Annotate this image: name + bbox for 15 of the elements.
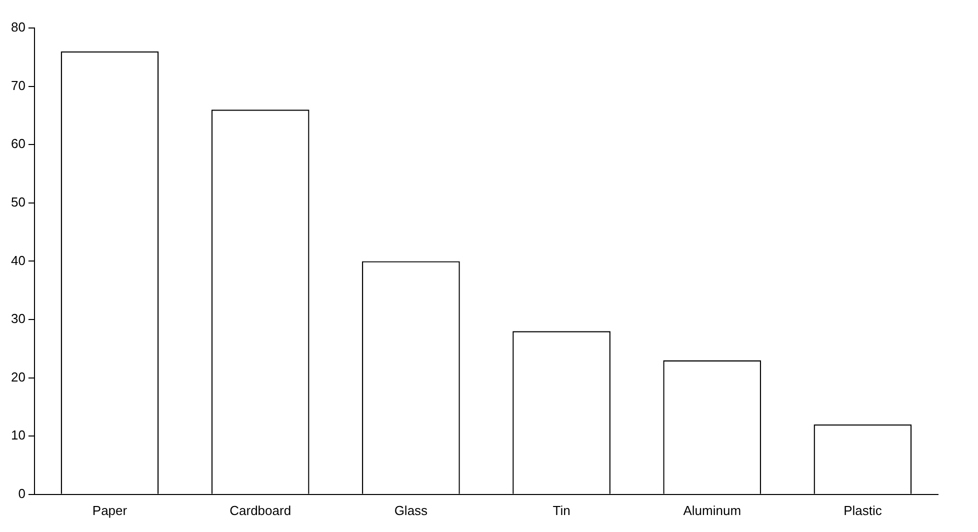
y-tick-label: 20 — [10, 369, 26, 384]
x-tick-label: Cardboard — [230, 502, 292, 518]
y-tick-label: 10 — [10, 428, 26, 443]
y-tick-label: 80 — [10, 20, 26, 35]
x-tick-label: Tin — [552, 502, 570, 518]
y-tick-label: 40 — [10, 252, 26, 268]
x-tick-label: Aluminum — [683, 502, 742, 518]
x-tick-label: Glass — [394, 502, 428, 518]
y-tick-label: 0 — [18, 486, 26, 501]
x-tick-label: Paper — [92, 502, 128, 518]
y-tick-label: 30 — [10, 311, 26, 326]
y-tick-label: 50 — [10, 194, 26, 210]
y-tick-label: 60 — [10, 136, 26, 152]
y-tick-label: 70 — [10, 78, 26, 93]
x-tick-label: Plastic — [844, 502, 882, 518]
